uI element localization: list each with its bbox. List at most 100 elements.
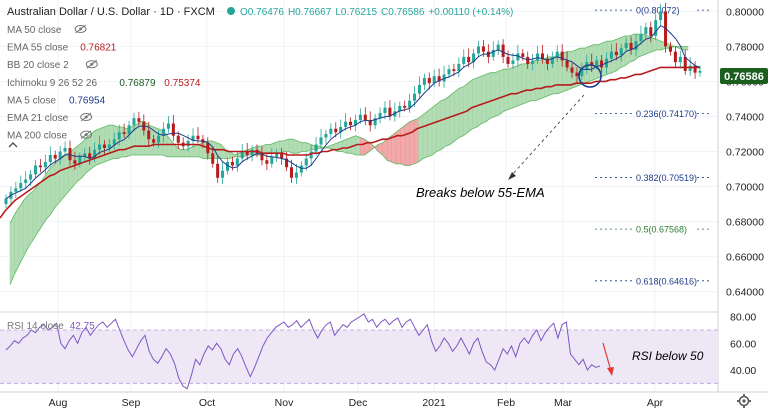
candle-body[interactable] [309, 151, 313, 159]
candle-body[interactable] [196, 135, 200, 140]
candle-body[interactable] [329, 128, 333, 134]
candle-body[interactable] [614, 51, 618, 56]
candle-body[interactable] [452, 69, 456, 71]
indicator-row[interactable]: Ichimoku 9 26 52 26 0.76879 0.75374 [7, 78, 201, 89]
candle-body[interactable] [358, 114, 362, 120]
candle-body[interactable] [73, 160, 77, 164]
candle-body[interactable] [137, 118, 141, 122]
candle-body[interactable] [688, 65, 692, 71]
candle-body[interactable] [107, 144, 111, 148]
candle-body[interactable] [673, 51, 677, 63]
candle-body[interactable] [629, 42, 633, 50]
symbol-legend[interactable]: Australian Dollar / U.S. Dollar · 1D · F… [7, 6, 513, 18]
candle-body[interactable] [353, 119, 357, 126]
candle-body[interactable] [668, 46, 672, 52]
candle-body[interactable] [88, 153, 92, 159]
candle-body[interactable] [496, 44, 500, 50]
indicator-row[interactable]: MA 5 close 0.76954 [7, 95, 106, 106]
candle-body[interactable] [230, 162, 234, 166]
candle-body[interactable] [619, 48, 623, 56]
candle-body[interactable] [19, 183, 23, 189]
candle-body[interactable] [422, 77, 426, 85]
candle-body[interactable] [639, 34, 643, 42]
candle-body[interactable] [132, 118, 136, 126]
indicator-row[interactable]: BB 20 close 2 [7, 59, 98, 71]
gear-icon[interactable] [737, 394, 751, 408]
candle-body[interactable] [526, 56, 530, 64]
candle-body[interactable] [324, 133, 328, 138]
candle-body[interactable] [560, 51, 564, 61]
candle-body[interactable] [171, 123, 175, 136]
candle-body[interactable] [462, 56, 466, 64]
candle-body[interactable] [590, 62, 594, 66]
candle-body[interactable] [157, 135, 161, 143]
indicator-row[interactable]: MA 50 close [7, 24, 87, 36]
candle-body[interactable] [506, 56, 510, 64]
candle-body[interactable] [225, 162, 230, 171]
indicator-legend[interactable]: MA 50 close EMA 55 close 0.76821 BB 20 clos… [7, 24, 201, 148]
candle-body[interactable] [481, 46, 485, 52]
candle-body[interactable] [683, 56, 687, 71]
candle-body[interactable] [250, 149, 254, 155]
candle-body[interactable] [186, 140, 190, 147]
collapse-legend-icon[interactable] [8, 142, 18, 148]
candle-body[interactable] [555, 51, 559, 57]
candle-body[interactable] [565, 60, 569, 68]
candle-body[interactable] [176, 135, 180, 143]
candle-body[interactable] [659, 11, 663, 21]
candle-body[interactable] [265, 160, 269, 164]
candle-body[interactable] [34, 165, 38, 175]
candle-body[interactable] [570, 67, 574, 73]
candle-body[interactable] [575, 72, 579, 77]
candle-body[interactable] [83, 153, 87, 157]
candle-body[interactable] [43, 162, 47, 168]
candle-body[interactable] [378, 112, 382, 119]
candle-body[interactable] [235, 158, 239, 166]
candle-body[interactable] [127, 125, 131, 134]
candle-body[interactable] [102, 144, 106, 148]
price-axis[interactable]: 0.800000.780000.760000.740000.720000.700… [726, 6, 764, 298]
candle-body[interactable] [161, 128, 166, 136]
candle-body[interactable] [221, 170, 225, 178]
candle-body[interactable] [649, 27, 653, 36]
candle-body[interactable] [476, 46, 481, 54]
candle-body[interactable] [437, 76, 441, 82]
candle-body[interactable] [644, 27, 648, 35]
candle-body[interactable] [373, 118, 377, 126]
candle-body[interactable] [285, 158, 289, 168]
candle-body[interactable] [457, 63, 461, 71]
indicator-row[interactable]: EMA 21 close [7, 112, 93, 124]
candle-body[interactable] [398, 105, 402, 112]
candle-body[interactable] [14, 188, 18, 192]
candle-body[interactable] [536, 53, 540, 61]
candle-body[interactable] [122, 132, 126, 134]
candle-body[interactable] [600, 60, 604, 68]
candle-body[interactable] [491, 49, 495, 57]
candle-body[interactable] [349, 121, 353, 126]
candle-body[interactable] [211, 153, 215, 164]
candle-body[interactable] [678, 56, 682, 63]
candle-body[interactable] [29, 174, 33, 180]
candle-body[interactable] [319, 137, 323, 145]
candle-body[interactable] [609, 51, 613, 59]
candle-body[interactable] [53, 155, 57, 159]
candle-body[interactable] [654, 20, 658, 36]
candle-body[interactable] [78, 156, 82, 164]
candle-body[interactable] [4, 198, 8, 205]
candle-body[interactable] [344, 121, 348, 127]
candle-body[interactable] [314, 144, 318, 152]
rsi-title[interactable]: RSI 14 close 42.75 [7, 321, 95, 332]
candle-body[interactable] [408, 100, 412, 108]
candle-body[interactable] [363, 114, 367, 120]
candle-body[interactable] [98, 144, 102, 150]
candle-body[interactable] [245, 151, 249, 155]
candle-body[interactable] [58, 151, 62, 159]
candle-body[interactable] [152, 139, 156, 143]
eye-hidden-icon[interactable] [80, 130, 93, 139]
candle-body[interactable] [166, 123, 170, 129]
candle-body[interactable] [413, 93, 417, 101]
candle-body[interactable] [240, 151, 244, 159]
candle-body[interactable] [216, 163, 220, 178]
candle-body[interactable] [417, 84, 421, 94]
